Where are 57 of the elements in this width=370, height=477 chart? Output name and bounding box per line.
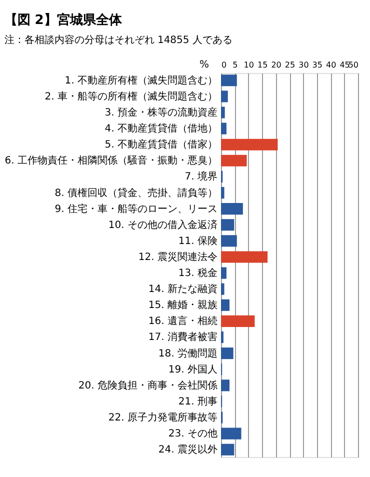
- bar: [221, 251, 268, 263]
- y-tick-label: 8. 債権回収（貸金、売掛、請負等）: [54, 186, 218, 199]
- y-tick-label: 6. 工作物責任・相隣関係（騒音・振動・悪臭）: [4, 154, 218, 167]
- y-tick-label: 14. 新たな融資: [148, 283, 218, 296]
- y-tick-label: 5. 不動産賃貸借（借家）: [104, 138, 218, 151]
- y-tick-label: 2. 車・船等の所有権（滅失問題含む）: [44, 90, 218, 102]
- bar: [221, 74, 237, 86]
- y-tick-label: 1. 不動産所有権（滅失問題含む）: [64, 74, 218, 86]
- bar: [221, 203, 243, 215]
- x-tick-label: 50: [348, 60, 358, 70]
- bar: [221, 235, 237, 247]
- x-tick-label: 5: [232, 60, 238, 70]
- y-tick-label: 19. 外国人: [168, 364, 218, 376]
- y-tick-label: 18. 労働問題: [158, 347, 218, 360]
- x-tick-label: 20: [271, 60, 282, 70]
- x-axis-title: %: [200, 60, 210, 70]
- bar: [221, 428, 242, 440]
- y-tick-label: 11. 保険: [178, 236, 218, 247]
- bar: [221, 283, 224, 295]
- x-tick-label: 10: [244, 60, 254, 70]
- y-tick-label: 20. 危険負担・商事・会社関係: [78, 379, 218, 392]
- bar: [221, 106, 225, 118]
- y-tick-label: 24. 震災以外: [158, 444, 218, 456]
- bar: [221, 348, 234, 360]
- text: 【図 2】宮城県全体: [4, 12, 123, 28]
- bar: [221, 186, 224, 199]
- y-tick-label: 3. 預金・株等の流動資産: [104, 106, 218, 118]
- y-tick-label: 9. 住宅・車・船等のローン、リース: [54, 202, 218, 215]
- x-tick-label: 25: [284, 60, 296, 70]
- x-tick-label: 15: [258, 60, 268, 70]
- x-tick-label: 35: [312, 60, 322, 70]
- x-tick-label: 0: [222, 60, 227, 70]
- y-tick-label: 13. 税金: [178, 267, 218, 280]
- y-tick-label: 22. 原子力発電所事故等: [108, 412, 218, 424]
- y-tick-label: 15. 離婚・親族: [148, 299, 218, 312]
- y-tick-label: 4. 不動産賃貸借（借地）: [104, 122, 218, 135]
- x-tick-label: 45: [340, 60, 350, 70]
- bar: [221, 122, 226, 134]
- y-tick-label: 21. 刑事: [178, 395, 218, 408]
- y-tick-label: 16. 遺言・相続: [148, 315, 218, 328]
- bar: [221, 219, 234, 231]
- bar: [221, 315, 255, 327]
- text: 注：各相談内容の分母はそれぞれ 14855 人である: [4, 34, 232, 46]
- y-tick-label: 7. 境界: [184, 170, 218, 183]
- bar: [221, 299, 230, 311]
- y-tick-label: 12. 震災関連法令: [138, 250, 218, 263]
- x-tick-label: 40: [326, 60, 336, 70]
- bar: [221, 138, 278, 150]
- bar: [221, 267, 226, 279]
- bar: [221, 380, 230, 392]
- y-tick-label: 23. その他: [168, 428, 218, 440]
- bar: [221, 90, 228, 102]
- y-tick-label: 17. 消費者被害: [148, 331, 218, 344]
- x-tick-label: 30: [298, 60, 309, 70]
- y-tick-label: 10. その他の借入金返済: [108, 218, 218, 231]
- bar: [221, 444, 234, 456]
- bar: [221, 154, 247, 166]
